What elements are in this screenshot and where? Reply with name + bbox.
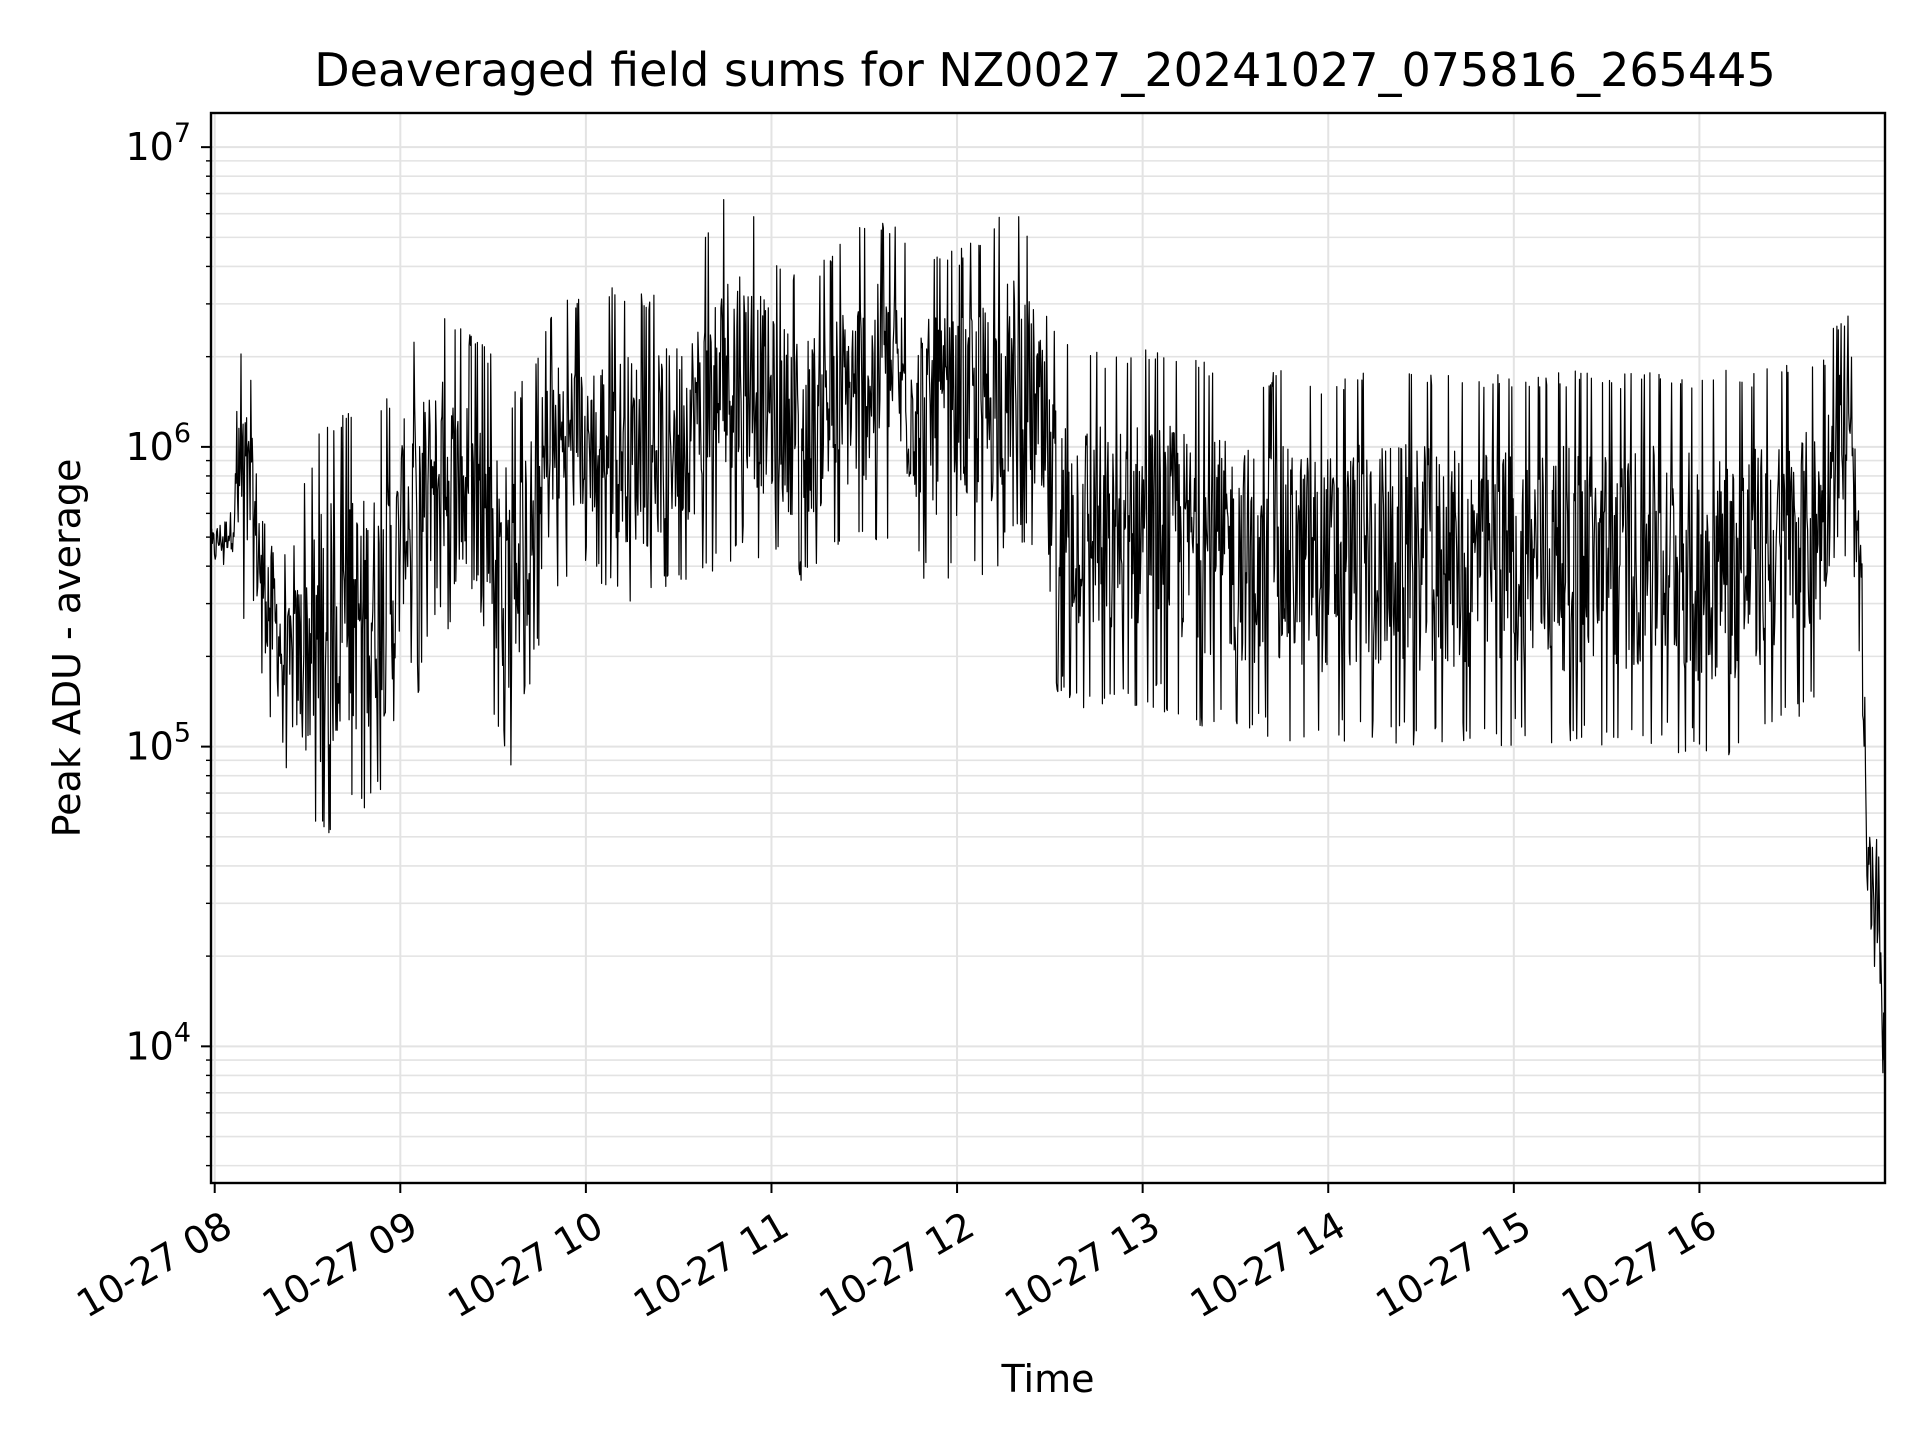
chart-title: Deaveraged field sums for NZ0027_2024102…: [314, 43, 1775, 97]
y-tick-label: 107: [125, 118, 191, 169]
y-axis: 104 105 106 107: [125, 118, 211, 1167]
y-tick-label: 104: [125, 1017, 191, 1068]
x-tick-label: 10-27 11: [626, 1203, 796, 1327]
x-tick-label: 10-27 09: [255, 1203, 425, 1327]
x-tick-label: 10-27 16: [1554, 1203, 1724, 1327]
y-tick-label: 106: [125, 418, 191, 469]
x-tick-label: 10-27 13: [997, 1203, 1167, 1327]
x-tick-label: 10-27 10: [440, 1203, 610, 1327]
y-axis-label: Peak ADU - average: [45, 459, 89, 838]
data-series: [210, 199, 1886, 1074]
x-axis: 10-27 08 10-27 09 10-27 10 10-27 11 10-27 12…: [69, 1183, 1724, 1326]
series-line: [210, 199, 1886, 1074]
x-tick-label: 10-27 08: [69, 1203, 239, 1327]
x-axis-label: Time: [1001, 1357, 1095, 1401]
y-tick-label: 105: [125, 718, 191, 769]
x-tick-label: 10-27 14: [1183, 1203, 1353, 1327]
x-tick-label: 10-27 15: [1368, 1203, 1538, 1327]
x-tick-label: 10-27 12: [812, 1203, 982, 1327]
plot-frame: [209, 111, 1887, 1185]
